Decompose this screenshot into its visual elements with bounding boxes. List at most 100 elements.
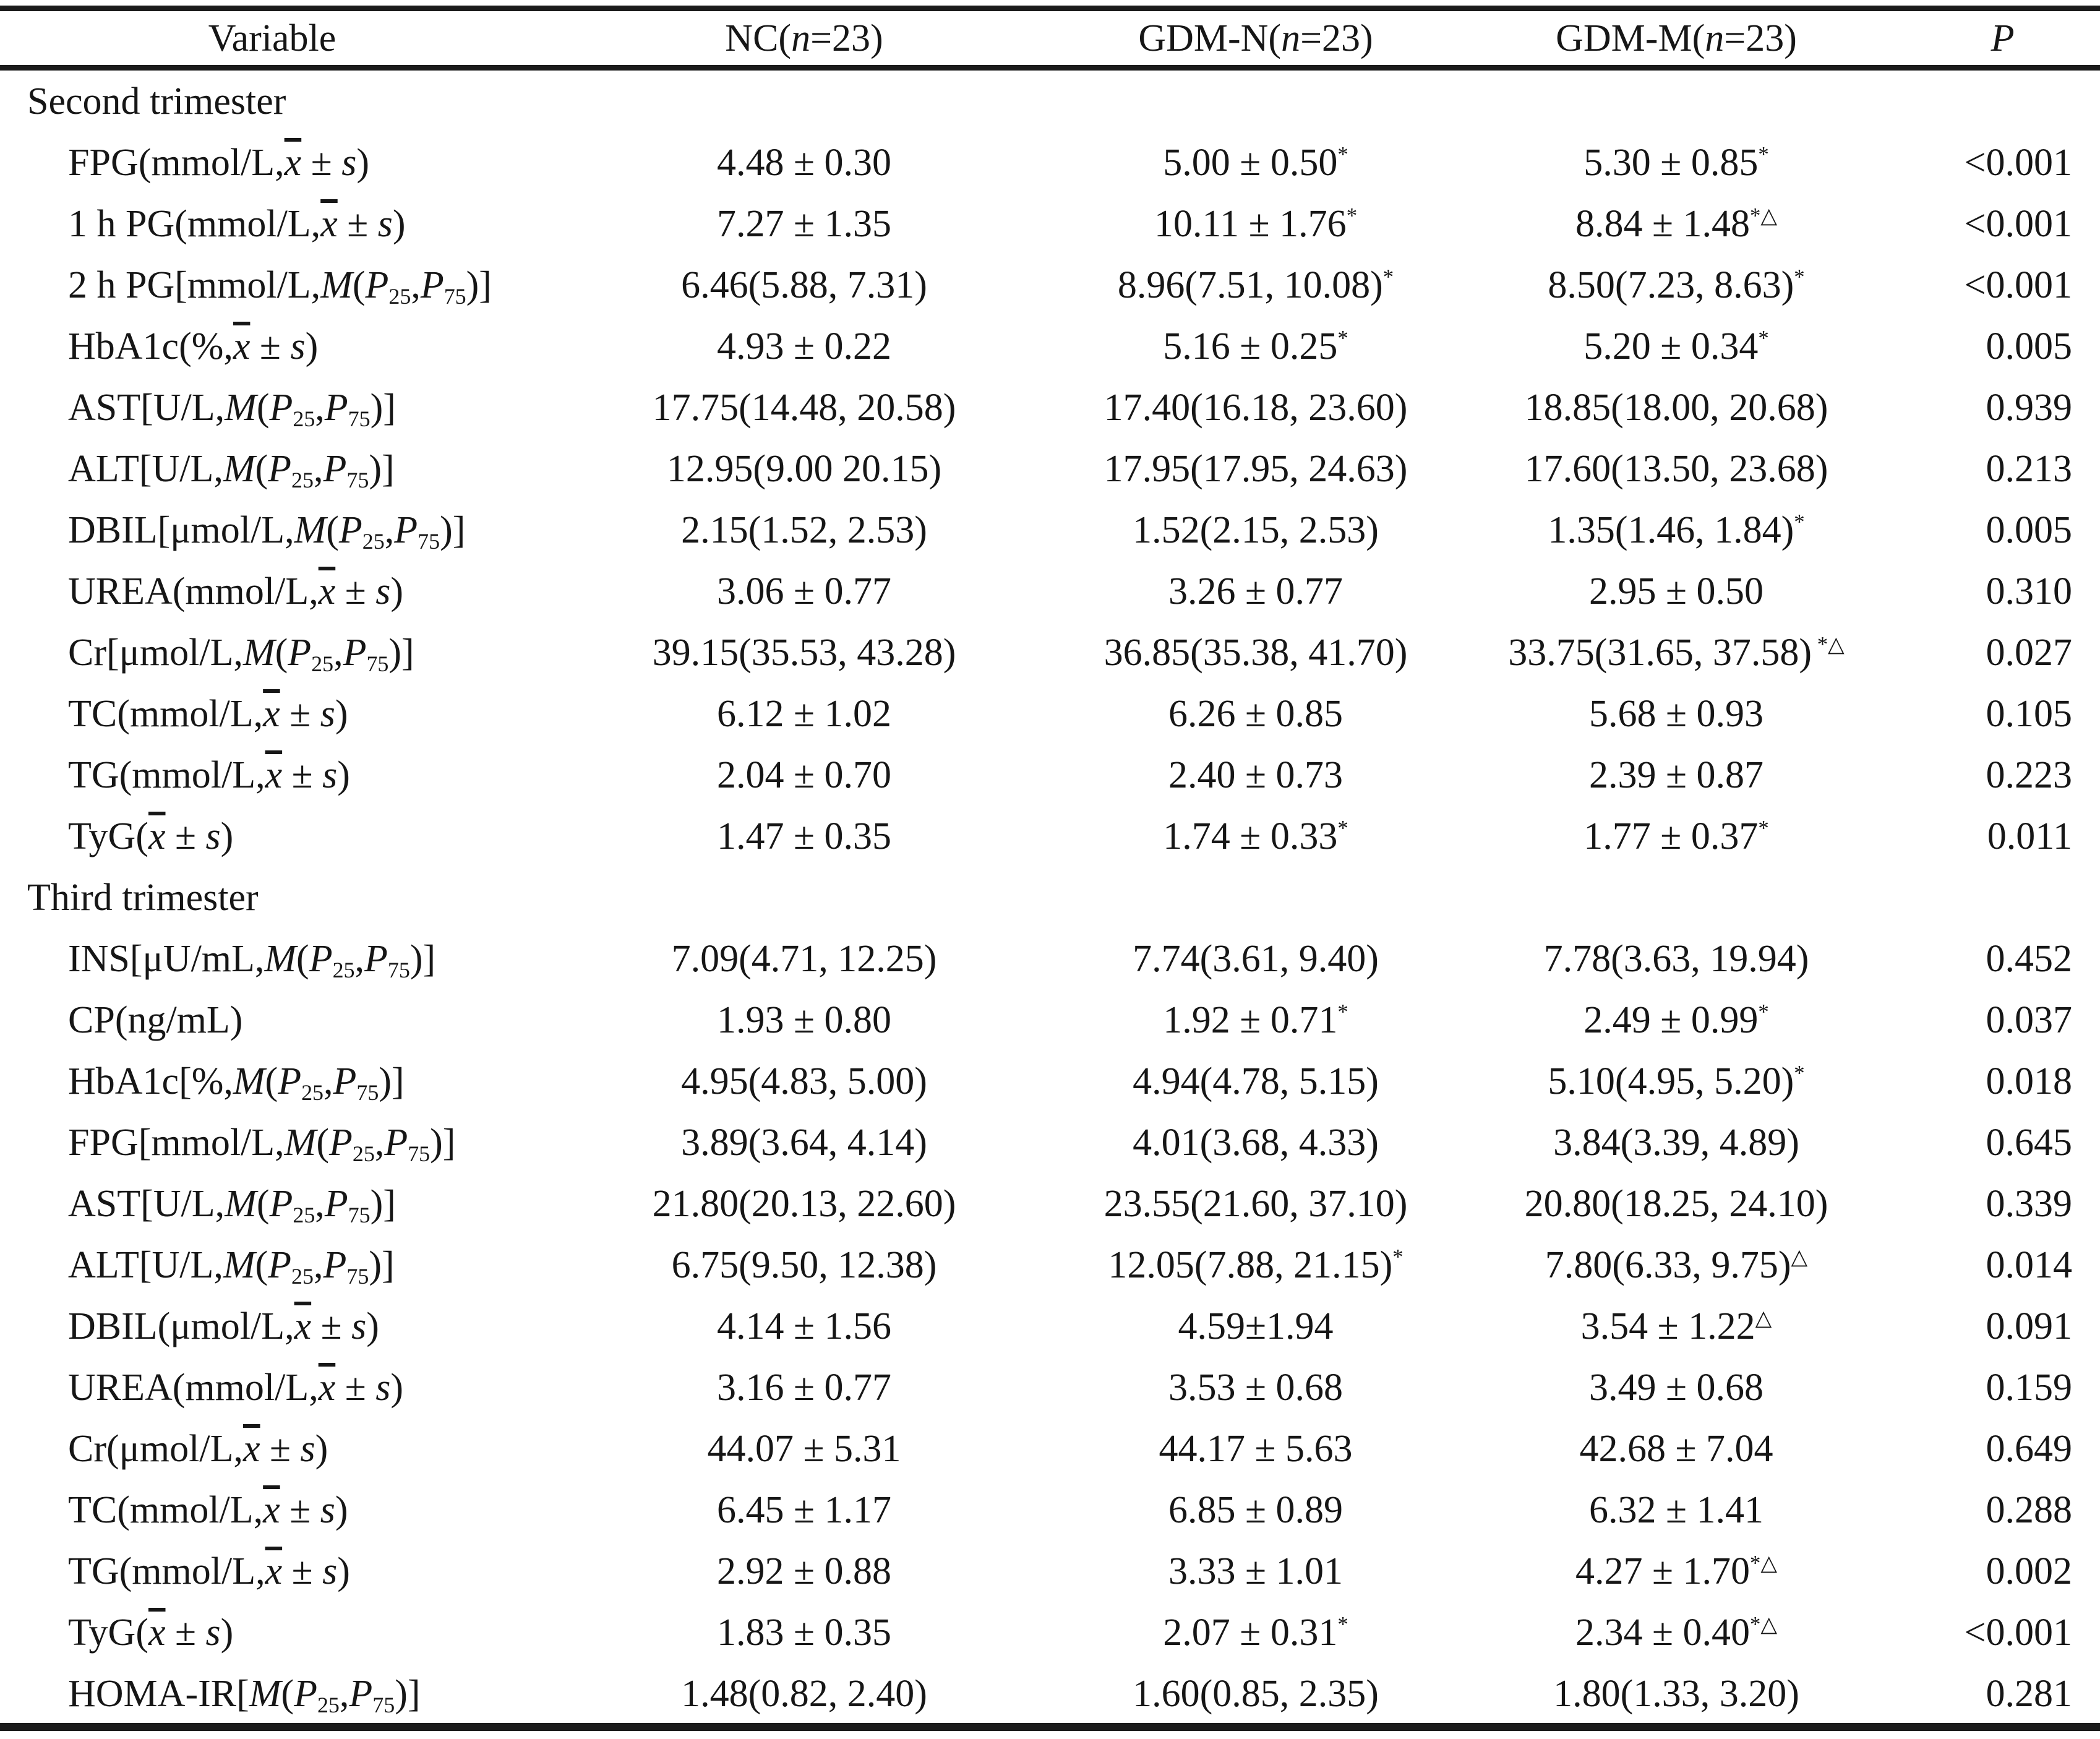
cell-p: <0.001 [1905,144,2100,182]
cell-gdm-n: 1.74 ± 0.33* [1064,817,1447,856]
row-label: CP(ng/mL) [68,998,243,1041]
cell-gdm-n: 4.59±1.94 [1064,1307,1447,1346]
value-text: 3.53 ± 0.68 [1168,1366,1344,1409]
row-label: TG(mmol/L,x ± s) [68,754,350,796]
value-text: 4.48 ± 0.30 [716,141,892,184]
cell-gdm-n: 4.94(4.78, 5.15) [1064,1062,1447,1101]
cell-gdm-n: 5.16 ± 0.25* [1064,327,1447,366]
value-text: 17.60(13.50, 23.68) [1524,447,1828,490]
cell-gdm-m: 1.35(1.46, 1.84)* [1447,511,1905,549]
value-text: 3.26 ± 0.77 [1168,570,1344,612]
table-row: TC(mmol/L,x ± s) 6.45 ± 1.17 6.85 ± 0.89 6.… [0,1479,2100,1540]
p-value: 0.027 [1986,631,2073,674]
value-text: 5.10(4.95, 5.20) [1548,1060,1794,1102]
cell-gdm-m: 4.27 ± 1.70*△ [1447,1552,1905,1591]
cell-gdm-n: 3.53 ± 0.68 [1064,1368,1447,1407]
section-title: Third trimester [27,876,259,919]
cell-gdm-m: 20.80(18.25, 24.10) [1447,1185,1905,1223]
p-value: <0.001 [1964,1611,2072,1654]
p-value: 0.649 [1986,1427,2073,1470]
cell-gdm-m: 2.95 ± 0.50 [1447,572,1905,611]
cell-nc: 4.95(4.83, 5.00) [544,1062,1064,1101]
table-row: TC(mmol/L,x ± s) 6.12 ± 1.02 6.26 ± 0.85 5.… [0,683,2100,744]
value-text: 6.12 ± 1.02 [716,692,892,735]
cell-gdm-n: 6.26 ± 0.85 [1064,695,1447,733]
p-value: 0.223 [1986,754,2073,796]
cell-p: 0.939 [1905,389,2100,427]
table-bottom-rule [0,1723,2100,1731]
superscript-marker: * [1794,264,1805,289]
table-row: HOMA-IR[M(P25,P75)] 1.48(0.82, 2.40) 1.60(… [0,1663,2100,1724]
table-row: 1 h PG(mmol/L,x ± s) 7.27 ± 1.35 10.11 ± 1… [0,193,2100,254]
section-title: Second trimester [27,80,286,122]
cell-nc: 17.75(14.48, 20.58) [544,389,1064,427]
superscript-marker: * [1794,1060,1805,1085]
cell-p: <0.001 [1905,1613,2100,1652]
value-text: 7.80(6.33, 9.75) [1545,1243,1791,1286]
row-label: UREA(mmol/L,x ± s) [68,570,404,612]
table-row: TyG(x ± s) 1.83 ± 0.35 2.07 ± 0.31* 2.34 ± … [0,1602,2100,1663]
value-text: 6.32 ± 1.41 [1588,1488,1764,1531]
row-label: AST[U/L,M(P25,P75)] [68,1182,396,1227]
value-text: 36.85(35.38, 41.70) [1104,631,1408,674]
cell-gdm-n: 3.26 ± 0.77 [1064,572,1447,611]
value-text: 1.80(1.33, 3.20) [1553,1672,1799,1715]
table-row: DBIL(μmol/L,x ± s) 4.14 ± 1.56 4.59±1.94 3.… [0,1295,2100,1357]
table-row: TG(mmol/L,x ± s) 2.04 ± 0.70 2.40 ± 0.73 2.… [0,744,2100,805]
cell-gdm-n: 2.07 ± 0.31* [1064,1613,1447,1652]
superscript-marker: * [1382,264,1394,289]
table-row: ALT[U/L,M(P25,P75)] 12.95(9.00 20.15) 17.9… [0,438,2100,499]
cell-nc: 1.93 ± 0.80 [544,1001,1064,1039]
column-header-gdm-m: GDM-M(n=23) [1556,17,1797,59]
table-row: TG(mmol/L,x ± s) 2.92 ± 0.88 3.33 ± 1.01 4.… [0,1540,2100,1602]
value-text: 2.39 ± 0.87 [1588,754,1764,796]
value-text: 10.11 ± 1.76 [1154,202,1347,245]
table-row: FPG[mmol/L,M(P25,P75)] 3.89(3.64, 4.14) 4.… [0,1112,2100,1173]
value-text: 1.48(0.82, 2.40) [681,1672,927,1715]
superscript-marker: *△ [1749,203,1778,228]
row-label: DBIL(μmol/L,x ± s) [68,1305,379,1347]
row-label: TG(mmol/L,x ± s) [68,1550,350,1592]
value-text: 1.35(1.46, 1.84) [1548,509,1794,551]
table-row: AST[U/L,M(P25,P75)] 17.75(14.48, 20.58) 17… [0,377,2100,438]
section-row: Second trimester [0,71,2100,132]
value-text: 6.46(5.88, 7.31) [681,264,927,306]
value-text: 4.94(4.78, 5.15) [1133,1060,1379,1102]
value-text: 2.15(1.52, 2.53) [681,509,927,551]
table-row: INS[μU/mL,M(P25,P75)] 7.09(4.71, 12.25) 7.… [0,928,2100,989]
cell-gdm-n: 6.85 ± 0.89 [1064,1491,1447,1529]
cell-gdm-m: 5.20 ± 0.34* [1447,327,1905,366]
cell-nc: 7.27 ± 1.35 [544,205,1064,243]
value-text: 3.16 ± 0.77 [716,1366,892,1409]
value-text: 7.78(3.63, 19.94) [1543,937,1809,980]
value-text: 5.20 ± 0.34 [1584,325,1759,367]
cell-nc: 39.15(35.53, 43.28) [544,633,1064,672]
p-value: 0.339 [1986,1182,2073,1225]
superscript-marker: * [1758,999,1769,1024]
row-label: HOMA-IR[M(P25,P75)] [68,1672,421,1717]
cell-p: 0.649 [1905,1430,2100,1468]
value-text: 1.74 ± 0.33 [1163,815,1338,857]
value-text: 7.09(4.71, 12.25) [671,937,937,980]
value-text: 17.75(14.48, 20.58) [652,386,956,429]
cell-gdm-m: 5.68 ± 0.93 [1447,695,1905,733]
row-label: INS[μU/mL,M(P25,P75)] [68,937,436,982]
row-label: TyG(x ± s) [68,1611,234,1654]
cell-p: 0.002 [1905,1552,2100,1591]
cell-gdm-m: 3.84(3.39, 4.89) [1447,1123,1905,1162]
value-text: 3.84(3.39, 4.89) [1553,1121,1799,1164]
p-value: 0.159 [1986,1366,2073,1409]
column-header-p: P [1991,17,2015,59]
value-text: 17.40(16.18, 23.60) [1104,386,1408,429]
cell-gdm-m: 2.39 ± 0.87 [1447,756,1905,794]
cell-p: 0.223 [1905,756,2100,794]
p-value: 0.011 [1987,815,2072,857]
value-text: 4.14 ± 1.56 [716,1305,892,1347]
cell-p: 0.018 [1905,1062,2100,1101]
cell-nc: 12.95(9.00 20.15) [544,450,1064,488]
row-label: HbA1c[%,M(P25,P75)] [68,1060,405,1105]
cell-gdm-n: 2.40 ± 0.73 [1064,756,1447,794]
cell-gdm-n: 8.96(7.51, 10.08)* [1064,266,1447,304]
cell-gdm-n: 12.05(7.88, 21.15)* [1064,1246,1447,1284]
cell-gdm-n: 10.11 ± 1.76* [1064,205,1447,243]
